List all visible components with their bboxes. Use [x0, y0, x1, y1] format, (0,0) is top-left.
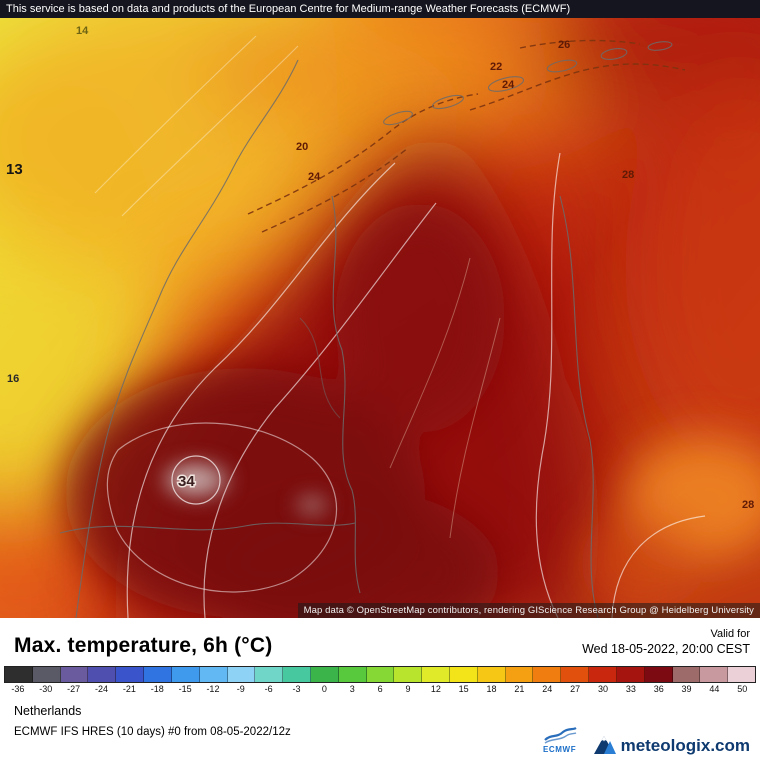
- scale-cell: [561, 666, 590, 682]
- scale-cell: [144, 666, 172, 682]
- contour-label: 14: [76, 25, 89, 37]
- ecmwf-logo-label: ECMWF: [542, 744, 577, 754]
- meteologix-logo-icon: [593, 735, 616, 754]
- scale-cell: [116, 666, 145, 682]
- ecmwf-logo[interactable]: ECMWF: [543, 726, 577, 754]
- scale-cell: [171, 666, 200, 682]
- scale-tick: 27: [570, 683, 581, 694]
- scale-cell: [700, 666, 729, 682]
- map-shading: [0, 18, 760, 618]
- scale-cell: [255, 666, 284, 682]
- page-title: Max. temperature, 6h (°C): [14, 633, 273, 657]
- scale-cell: [310, 666, 339, 682]
- scale-tick: -12: [206, 683, 220, 694]
- scale-cell: [366, 666, 395, 682]
- scale-tick: -24: [95, 683, 109, 694]
- contour-label: 20: [296, 141, 308, 153]
- scale-cell: [533, 666, 562, 682]
- scale-tick: 21: [514, 683, 525, 694]
- scale-tick: 44: [709, 683, 720, 694]
- scale-tick: 30: [597, 683, 608, 694]
- footer: Netherlands ECMWF IFS HRES (10 days) #0 …: [0, 694, 760, 764]
- scale-tick: 36: [653, 683, 664, 694]
- scale-cell: [394, 666, 423, 682]
- scale-tick: -36: [11, 683, 25, 694]
- scale-tick: -18: [150, 683, 164, 694]
- scale-cell: [644, 666, 673, 682]
- scale-tick: -27: [67, 683, 81, 694]
- scale-cell: [5, 666, 33, 682]
- model-run-label: ECMWF IFS HRES (10 days) #0 from 08-05-2…: [14, 725, 291, 738]
- scale-tick: 50: [737, 683, 748, 694]
- scale-tick: 24: [542, 683, 553, 694]
- scale-tick: -3: [292, 683, 301, 694]
- scale-cell: [477, 666, 506, 682]
- scale-cell: [450, 666, 478, 682]
- color-scale-ticks: -36 -30 -27 -24 -21 -18 -15 -12 -9 -6 -3 0 3 6 9 12 15 18…: [4, 684, 756, 694]
- contour-label: 24: [502, 79, 515, 91]
- ecmwf-service-banner: This service is based on data and produc…: [0, 0, 760, 18]
- temperature-map-art: 14 13 16 20 24 22 24 26 28 34 28: [0, 18, 760, 618]
- scale-cell: [672, 666, 701, 682]
- scale-cell: [60, 666, 89, 682]
- contour-label: 22: [490, 61, 502, 73]
- scale-cell: [88, 666, 117, 682]
- scale-cell: [199, 666, 228, 682]
- scale-cell: [227, 666, 256, 682]
- scale-tick: 15: [458, 683, 469, 694]
- scale-cell: [338, 666, 367, 682]
- scale-tick: -21: [122, 683, 136, 694]
- scale-tick: 3: [349, 683, 355, 694]
- contour-label: 24: [308, 171, 321, 183]
- contour-labels-group: 14 13 16 20 24 22 24 26 28 34 28: [6, 25, 754, 511]
- scale-cell: [422, 666, 450, 682]
- scale-tick: 9: [405, 683, 411, 694]
- scale-tick: -9: [236, 683, 245, 694]
- meteologix-wordmark: meteologix.com: [620, 735, 750, 755]
- contour-label: 34: [178, 473, 195, 490]
- scale-tick: -6: [264, 683, 273, 694]
- scale-cell: [32, 666, 61, 682]
- meteologix-logo[interactable]: meteologix.com: [593, 734, 750, 754]
- scale-tick: 39: [681, 683, 692, 694]
- color-scale-bar: [4, 665, 756, 683]
- scale-tick: 12: [430, 683, 441, 694]
- map-attribution: Map data © OpenStreetMap contributors, r…: [297, 603, 760, 618]
- scale-tick: 33: [625, 683, 636, 694]
- contour-label: 16: [7, 373, 19, 385]
- map-borders: [59, 41, 673, 618]
- scale-cell: [283, 666, 311, 682]
- contour-label: 26: [558, 39, 570, 51]
- scale-tick: 18: [486, 683, 497, 694]
- scale-tick: 6: [377, 683, 383, 694]
- temperature-map[interactable]: 14 13 16 20 24 22 24 26 28 34 28 Map dat…: [0, 18, 760, 618]
- ecmwf-logo-icon: [543, 726, 577, 744]
- contour-label: 28: [622, 169, 634, 181]
- scale-cell: [728, 666, 755, 682]
- region-label: Netherlands: [14, 703, 82, 718]
- scale-tick: -15: [178, 683, 192, 694]
- contour-label: 28: [742, 499, 754, 511]
- scale-cell: [505, 666, 534, 682]
- scale-tick: -30: [39, 683, 53, 694]
- scale-tick: 0: [321, 683, 327, 694]
- contour-label: 13: [6, 161, 23, 178]
- valid-datetime: Wed 18-05-2022, 20:00 CEST: [582, 642, 750, 657]
- color-scale: -36 -30 -27 -24 -21 -18 -15 -12 -9 -6 -3 0 3 6 9 12 15 18…: [0, 664, 760, 694]
- valid-for-label: Valid for: [710, 628, 750, 640]
- valid-time-block: Valid for Wed 18-05-2022, 20:00 CEST: [582, 627, 750, 658]
- scale-cell: [616, 666, 645, 682]
- scale-cell: [589, 666, 617, 682]
